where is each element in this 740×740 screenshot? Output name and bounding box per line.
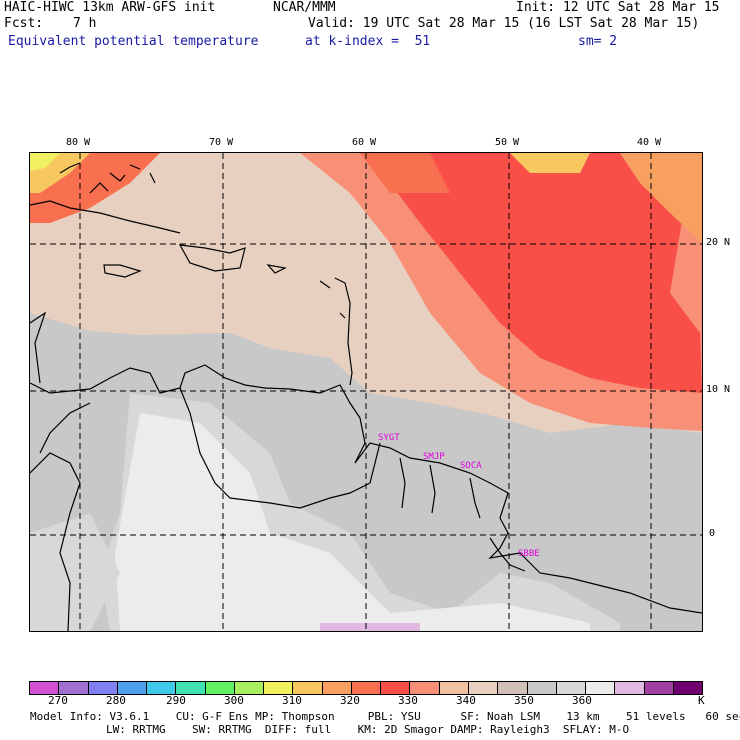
colorbar-swatch bbox=[498, 682, 528, 694]
equivalent-potential-temperature-field bbox=[30, 153, 702, 631]
colorbar-swatch bbox=[205, 682, 235, 694]
colorbar-swatch bbox=[644, 682, 674, 694]
colorbar-swatch bbox=[381, 682, 411, 694]
model-title: HAIC-HIWC 13km ARW-GFS init bbox=[4, 0, 216, 15]
lon-label: 50 W bbox=[495, 137, 520, 148]
organization-label: NCAR/MMM bbox=[273, 0, 336, 15]
colorbar-swatch bbox=[117, 682, 148, 694]
colorbar-swatch bbox=[556, 682, 587, 694]
colorbar-tick: 350 bbox=[514, 694, 534, 707]
station-label: SMJP bbox=[423, 452, 445, 462]
colorbar-swatch bbox=[673, 682, 703, 694]
station-label: SBBE bbox=[518, 549, 540, 559]
lon-label: 40 W bbox=[637, 137, 662, 148]
lon-label: 60 W bbox=[352, 137, 377, 148]
coastlines bbox=[30, 162, 702, 631]
colorbar-tick: 280 bbox=[106, 694, 126, 707]
colorbar-swatch bbox=[234, 682, 265, 694]
field-name: Equivalent potential temperature bbox=[8, 34, 259, 49]
colorbar-swatch bbox=[30, 682, 60, 694]
colorbar-swatch bbox=[322, 682, 352, 694]
colorbar-tick: 300 bbox=[224, 694, 244, 707]
model-info-line-1: Model Info: V3.6.1 CU: G-F Ens MP: Thomp… bbox=[30, 710, 740, 723]
colorbar bbox=[29, 681, 703, 695]
valid-time: Valid: 19 UTC Sat 28 Mar 15 (16 LST Sat … bbox=[308, 16, 700, 31]
lon-label: 70 W bbox=[209, 137, 234, 148]
init-time: Init: 12 UTC Sat 28 Mar 15 bbox=[516, 0, 720, 15]
model-info-line-2: LW: RRTMG SW: RRTMG DIFF: full KM: 2D Sm… bbox=[0, 723, 630, 736]
colorbar-tick: 360 bbox=[572, 694, 592, 707]
station-label: SYGT bbox=[378, 433, 400, 443]
colorbar-swatch bbox=[586, 682, 616, 694]
lon-label: 80 W bbox=[66, 137, 91, 148]
colorbar-swatch bbox=[615, 682, 645, 694]
colorbar-swatch bbox=[351, 682, 382, 694]
colorbar-tick: 320 bbox=[340, 694, 360, 707]
colorbar-tick: 310 bbox=[282, 694, 302, 707]
graticule bbox=[30, 153, 702, 631]
lat-label: 0 bbox=[709, 528, 716, 539]
colorbar-swatch bbox=[147, 682, 177, 694]
colorbar-swatch bbox=[293, 682, 323, 694]
vertical-level: at k-index = 51 bbox=[305, 34, 431, 49]
lat-label: 10 N bbox=[706, 384, 731, 395]
station-label: SOCA bbox=[460, 461, 482, 471]
colorbar-swatch bbox=[176, 682, 206, 694]
smoothing-label: sm= 2 bbox=[578, 34, 618, 49]
colorbar-tick: 340 bbox=[456, 694, 476, 707]
forecast-label: Fcst: bbox=[4, 16, 44, 31]
colorbar-swatch bbox=[439, 682, 469, 694]
map-panel: SYGT SMJP SOCA SBBE bbox=[29, 152, 703, 632]
colorbar-swatch bbox=[410, 682, 440, 694]
colorbar-tick: 270 bbox=[48, 694, 68, 707]
colorbar-unit: K bbox=[698, 694, 705, 707]
lat-label: 20 N bbox=[706, 237, 731, 248]
colorbar-swatch bbox=[88, 682, 118, 694]
colorbar-swatch bbox=[527, 682, 557, 694]
colorbar-swatch bbox=[468, 682, 499, 694]
colorbar-tick: 290 bbox=[166, 694, 186, 707]
colorbar-swatch bbox=[59, 682, 89, 694]
forecast-hours: 7 h bbox=[73, 16, 97, 31]
colorbar-swatch bbox=[264, 682, 294, 694]
colorbar-tick: 330 bbox=[398, 694, 418, 707]
